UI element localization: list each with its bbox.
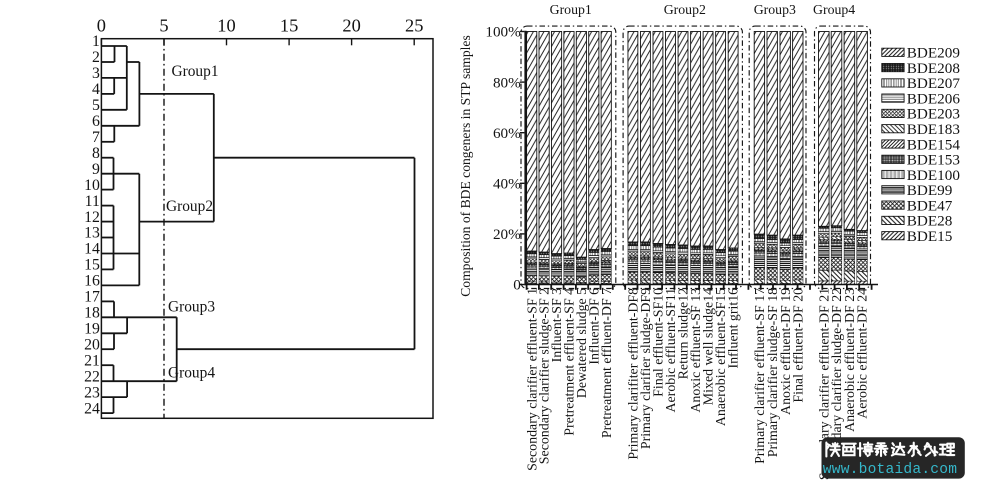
- svg-text:Secondary clarifier sludge-DF: Secondary clarifier sludge-DF 22: [830, 288, 845, 474]
- svg-text:BDE47: BDE47: [907, 197, 953, 214]
- svg-text:18: 18: [84, 305, 100, 322]
- svg-text:Influent-DF 6: Influent-DF 6: [587, 288, 602, 365]
- svg-text:Final effluent-DF 20: Final effluent-DF 20: [791, 288, 806, 403]
- svg-text:BDE99: BDE99: [907, 182, 953, 199]
- svg-text:8: 8: [92, 145, 100, 162]
- svg-text:BDE154: BDE154: [907, 136, 961, 153]
- svg-text:Pretreatment effluent-SF 4: Pretreatment effluent-SF 4: [563, 288, 578, 436]
- svg-text:6: 6: [92, 113, 100, 130]
- svg-text:3: 3: [92, 65, 100, 82]
- svg-text:20%: 20%: [493, 226, 521, 243]
- svg-text:14: 14: [84, 241, 100, 258]
- svg-text:22: 22: [84, 368, 100, 385]
- svg-text:21: 21: [84, 352, 100, 369]
- svg-text:Pretreatment effluent-DF 7: Pretreatment effluent-DF 7: [600, 288, 615, 438]
- svg-text:BDE100: BDE100: [907, 167, 961, 184]
- svg-text:0: 0: [513, 277, 521, 294]
- svg-text:Aerobic effluent-DF 24: Aerobic effluent-DF 24: [856, 288, 871, 419]
- svg-text:5: 5: [92, 97, 100, 114]
- svg-text:9: 9: [92, 161, 100, 178]
- svg-text:4: 4: [92, 81, 100, 98]
- svg-text:Composition of BDE congeners i: Composition of BDE congeners in STP samp…: [458, 35, 473, 297]
- svg-text:16: 16: [84, 273, 100, 290]
- svg-text:10: 10: [217, 15, 235, 35]
- svg-text:Group4: Group4: [813, 2, 855, 17]
- svg-text:80%: 80%: [493, 74, 521, 91]
- svg-text:Secondary clarifier sludge-SF: Secondary clarifier sludge-SF 2: [538, 288, 553, 464]
- svg-text:Primary clarifiter effluent-DF: Primary clarifiter effluent-DF8: [627, 288, 642, 460]
- svg-text:0: 0: [97, 15, 106, 35]
- svg-text:BDE208: BDE208: [907, 60, 961, 77]
- svg-text:Primary clarifier sludge-SF 18: Primary clarifier sludge-SF 18: [766, 288, 781, 457]
- svg-text:40%: 40%: [493, 176, 521, 193]
- svg-text:Anaerobic effluent-DF 23: Anaerobic effluent-DF 23: [843, 288, 858, 432]
- svg-text:5: 5: [159, 15, 168, 35]
- svg-text:Anoxic effluent-DF 19: Anoxic effluent-DF 19: [779, 288, 794, 415]
- svg-text:Group3: Group3: [168, 299, 215, 316]
- svg-text:60%: 60%: [493, 125, 521, 142]
- svg-text:2: 2: [92, 49, 100, 66]
- svg-text:Group1: Group1: [172, 63, 219, 80]
- svg-text:Primary clarifier sludge-DF9: Primary clarifier sludge-DF9: [639, 288, 654, 449]
- svg-text:23: 23: [84, 384, 100, 401]
- svg-text:24: 24: [84, 400, 100, 417]
- svg-text:15: 15: [280, 15, 298, 35]
- svg-text:20: 20: [84, 336, 100, 353]
- svg-text:BDE183: BDE183: [907, 121, 960, 138]
- svg-text:www.botaida.com: www.botaida.com: [823, 462, 957, 478]
- svg-text:10: 10: [84, 177, 100, 194]
- svg-text:BDE153: BDE153: [907, 152, 960, 169]
- svg-text:12: 12: [84, 209, 100, 226]
- svg-text:BDE203: BDE203: [907, 106, 960, 123]
- svg-text:Primary clarifier effluent-SF: Primary clarifier effluent-SF 17: [753, 288, 768, 464]
- svg-text:20: 20: [342, 15, 360, 35]
- svg-text:Return sludge12: Return sludge12: [677, 288, 692, 379]
- svg-text:Mixed well sludge14: Mixed well sludge14: [702, 288, 717, 405]
- svg-text:Group3: Group3: [754, 2, 796, 17]
- svg-text:BDE209: BDE209: [907, 45, 960, 62]
- svg-text:25: 25: [405, 15, 423, 35]
- svg-text:BDE206: BDE206: [907, 90, 961, 107]
- svg-text:15: 15: [84, 257, 100, 274]
- svg-text:BDE15: BDE15: [907, 228, 953, 245]
- svg-text:Group1: Group1: [550, 2, 592, 17]
- svg-text:Dewatered sludge 5: Dewatered sludge 5: [575, 288, 590, 398]
- svg-text:Final effluent-SF10: Final effluent-SF10: [652, 288, 667, 397]
- svg-text:Secondary clarifier effluent-S: Secondary clarifier effluent-SF 1: [525, 288, 540, 471]
- svg-text:Aerobic effluent-SF11: Aerobic effluent-SF11: [664, 288, 679, 413]
- svg-text:19: 19: [84, 321, 100, 338]
- svg-text:100%: 100%: [485, 24, 521, 41]
- svg-text:Anoxic effluent-SF 13: Anoxic effluent-SF 13: [689, 288, 704, 413]
- svg-text:BDE28: BDE28: [907, 213, 953, 230]
- svg-text:Anaerobic effluent-SF15: Anaerobic effluent-SF15: [714, 288, 729, 426]
- svg-text:BDE207: BDE207: [907, 75, 961, 92]
- svg-text:Group4: Group4: [168, 364, 215, 381]
- svg-text:7: 7: [92, 129, 100, 146]
- svg-text:Group2: Group2: [664, 2, 706, 17]
- svg-text:13: 13: [84, 225, 100, 242]
- svg-text:Influent-SF 3: Influent-SF 3: [550, 288, 565, 363]
- svg-text:Influent grit16: Influent grit16: [727, 288, 742, 369]
- svg-text:17: 17: [84, 289, 100, 306]
- svg-text:1: 1: [92, 33, 100, 50]
- svg-text:11: 11: [85, 193, 100, 210]
- svg-text:Group2: Group2: [166, 198, 213, 215]
- svg-text:Secondary clarifier effluent-D: Secondary clarifier effluent-DF 21: [817, 288, 832, 480]
